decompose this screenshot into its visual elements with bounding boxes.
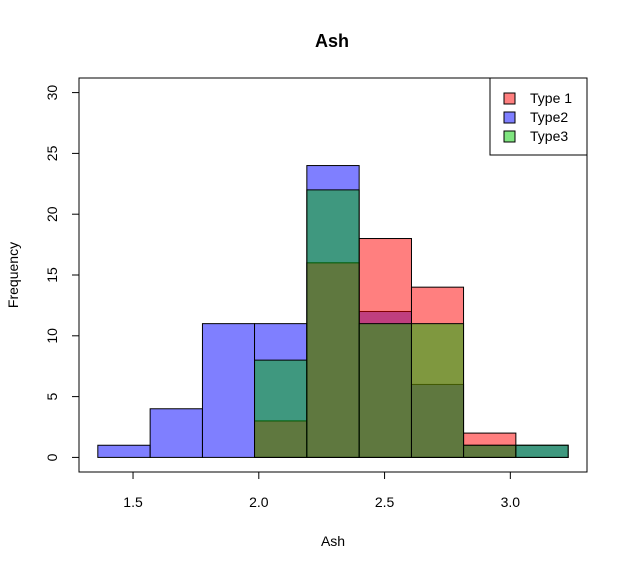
legend-label: Type2 <box>530 109 568 125</box>
y-tick-label: 15 <box>44 267 60 283</box>
y-tick-label: 20 <box>44 206 60 222</box>
y-tick-label: 0 <box>44 453 60 461</box>
bar-type2-0 <box>97 444 151 458</box>
bar-type3-5 <box>358 323 412 458</box>
bar-type2-1 <box>149 408 203 458</box>
bar-type2-2 <box>201 323 256 458</box>
bar-type3-6 <box>410 323 465 458</box>
legend-swatch <box>503 111 516 124</box>
x-axis: 1.5 2.0 2.5 3.0 <box>123 471 521 510</box>
legend-swatch <box>503 92 516 105</box>
x-axis-label: Ash <box>321 533 345 549</box>
bars-layer <box>97 165 569 458</box>
y-tick-label: 10 <box>44 328 60 344</box>
y-tick-label: 30 <box>44 85 60 101</box>
x-tick-label: 2.0 <box>249 494 269 510</box>
bar-type3-7 <box>463 444 517 458</box>
y-axis: 0 5 10 15 20 25 30 <box>44 85 80 461</box>
x-tick-label: 2.5 <box>375 494 395 510</box>
legend-swatch <box>503 130 516 143</box>
x-tick-label: 3.0 <box>501 494 521 510</box>
bar-type3-8 <box>515 444 569 458</box>
legend-label: Type 1 <box>530 90 572 106</box>
bar-type3-4 <box>306 189 360 458</box>
legend: Type 1 Type2 Type3 <box>489 77 588 156</box>
y-axis-label: Frequency <box>5 242 21 308</box>
bar-type3-3 <box>254 359 308 458</box>
x-tick-label: 1.5 <box>123 494 143 510</box>
chart-title: Ash <box>315 31 349 51</box>
y-tick-label: 5 <box>44 393 60 401</box>
legend-label: Type3 <box>530 128 568 144</box>
y-tick-label: 25 <box>44 145 60 161</box>
